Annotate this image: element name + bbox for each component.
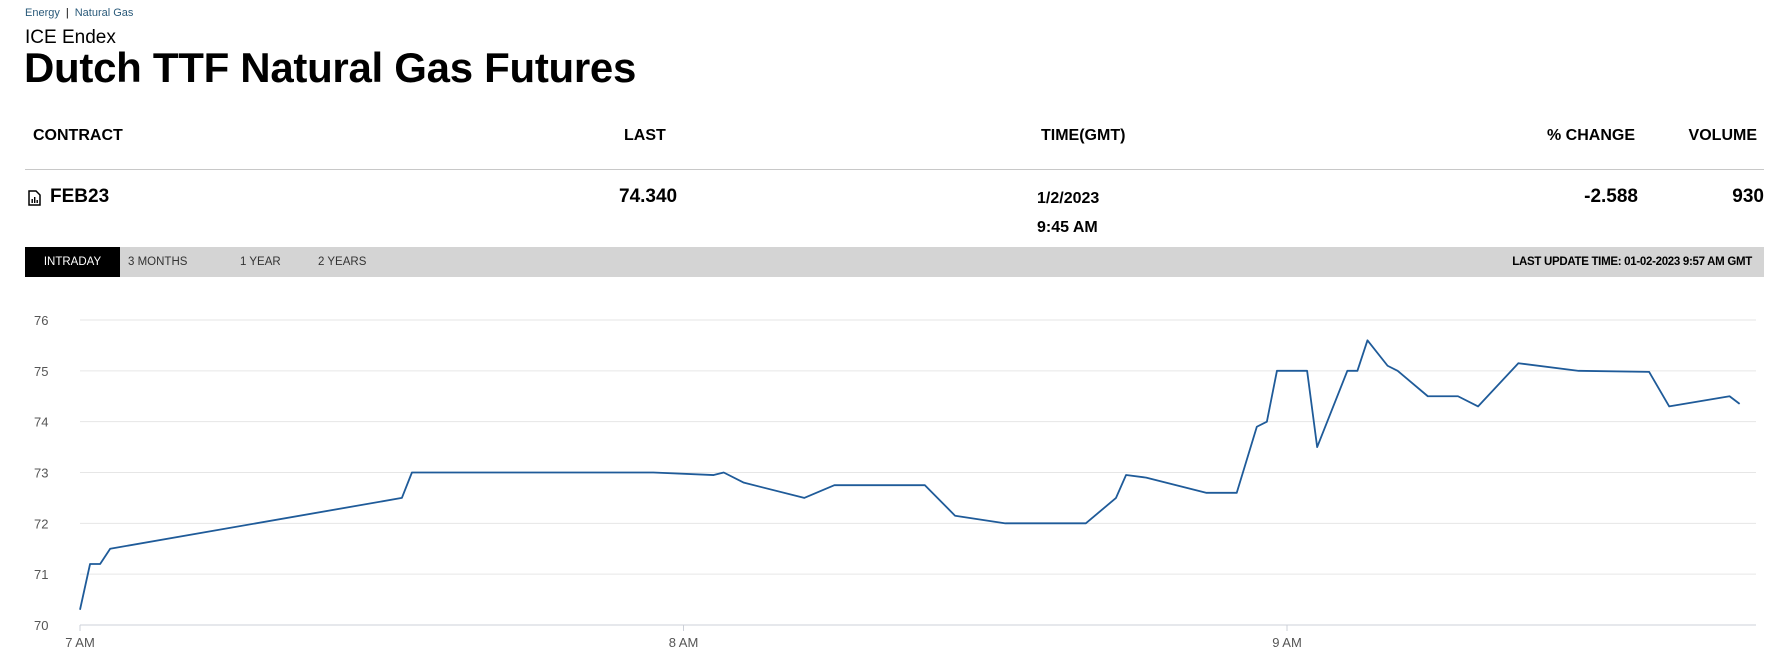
chart-document-icon[interactable] [28, 190, 41, 211]
table-divider [25, 169, 1764, 170]
trade-clock: 9:45 AM [1037, 219, 1098, 236]
intraday-chart[interactable]: 70 71 72 73 74 75 76 7 AM 8 AM 9 AM [0, 290, 1785, 668]
y-tick-label: 76 [34, 313, 48, 328]
y-tick-label: 74 [34, 415, 48, 430]
header-last: LAST [624, 127, 666, 144]
tab-3-months[interactable]: 3 MONTHS [128, 256, 188, 268]
breadcrumb-energy[interactable]: Energy [25, 7, 60, 19]
header-time: TIME(GMT) [1041, 127, 1126, 144]
header-volume: VOLUME [1688, 127, 1757, 144]
page-title: Dutch TTF Natural Gas Futures [24, 44, 637, 91]
y-tick-label: 71 [34, 567, 48, 582]
last-update-time: LAST UPDATE TIME: 01-02-2023 9:57 AM GMT [1512, 256, 1752, 268]
exchange-name: ICE Endex [25, 27, 116, 48]
y-tick-label: 73 [34, 466, 48, 481]
volume: 930 [1732, 186, 1764, 207]
y-tick-label: 70 [34, 618, 48, 633]
x-tick-label: 9 AM [1272, 635, 1302, 650]
breadcrumb-separator: | [65, 7, 69, 19]
breadcrumb-natural-gas[interactable]: Natural Gas [74, 7, 134, 19]
y-tick-label: 72 [34, 516, 48, 531]
last-price: 74.340 [619, 186, 678, 207]
trade-time: 1/2/2023 9:45 AM [1037, 184, 1099, 242]
pct-change: -2.588 [1584, 186, 1638, 207]
range-tabs: INTRADAY 3 MONTHS 1 YEAR 2 YEARS LAST UP… [25, 247, 1764, 277]
x-tick-label: 8 AM [669, 635, 699, 650]
y-tick-label: 75 [34, 364, 48, 379]
x-tick-label: 7 AM [65, 635, 95, 650]
tab-intraday[interactable]: INTRADAY [25, 247, 120, 277]
header-pct-change: % CHANGE [1546, 127, 1635, 144]
header-contract: CONTRACT [33, 127, 123, 144]
trade-date: 1/2/2023 [1037, 190, 1100, 207]
tab-2-years[interactable]: 2 YEARS [318, 256, 367, 268]
contract-link[interactable]: FEB23 [50, 186, 110, 207]
tab-1-year[interactable]: 1 YEAR [240, 256, 281, 268]
price-line [79, 339, 1741, 610]
breadcrumb: Energy | Natural Gas [25, 7, 133, 19]
